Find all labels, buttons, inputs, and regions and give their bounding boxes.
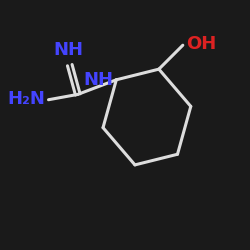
Text: H₂N: H₂N bbox=[8, 90, 45, 108]
Text: NH: NH bbox=[54, 40, 84, 58]
Text: NH: NH bbox=[83, 71, 113, 89]
Text: OH: OH bbox=[186, 35, 216, 53]
